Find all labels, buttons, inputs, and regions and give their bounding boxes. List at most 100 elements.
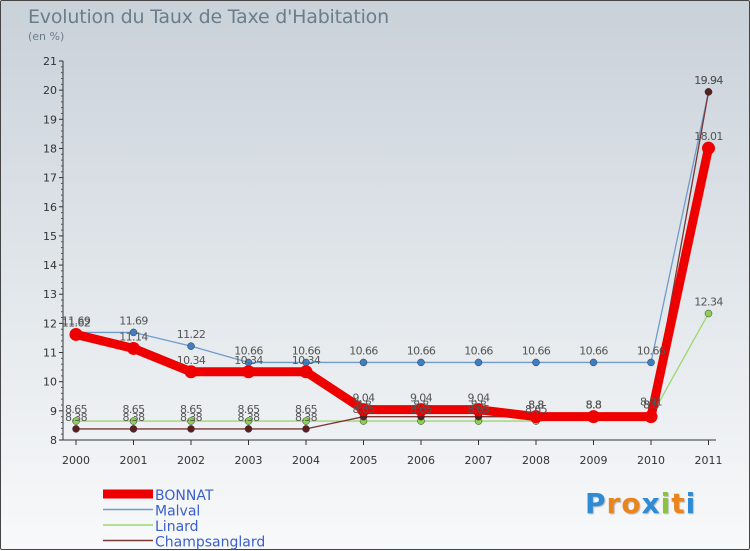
- data-point: [359, 358, 368, 367]
- logo-letter: t: [671, 487, 686, 520]
- data-label: 8.65: [410, 403, 433, 416]
- data-label: 10.34: [234, 354, 263, 367]
- data-label: 11.62: [62, 316, 91, 329]
- data-point: [414, 403, 428, 417]
- data-point: [244, 417, 253, 425]
- series-line-malval: [75, 91, 710, 364]
- y-tick-label: 9: [50, 405, 57, 418]
- data-label: 8.91: [640, 395, 662, 408]
- data-point: [244, 425, 253, 433]
- x-tick-label: 2001: [120, 454, 148, 467]
- data-point: [589, 358, 598, 367]
- data-label: 8.65: [180, 403, 203, 416]
- data-label: 8.65: [122, 403, 145, 416]
- x-tick-label: 2000: [62, 454, 90, 467]
- data-point: [129, 417, 138, 425]
- data-point: [702, 141, 715, 155]
- data-point: [187, 417, 195, 425]
- data-label: 8.8: [471, 399, 487, 412]
- data-point: [417, 358, 425, 367]
- x-tick-label: 2003: [235, 454, 263, 467]
- y-tick-label: 14: [43, 259, 57, 272]
- data-label: 8.8: [356, 399, 372, 412]
- data-point: [184, 365, 198, 379]
- logo-letter: x: [641, 487, 661, 520]
- data-label: 10.66: [464, 344, 493, 357]
- y-tick-label: 10: [43, 376, 57, 389]
- data-label: 9.04: [410, 392, 433, 405]
- x-tick-label: 2010: [637, 454, 665, 467]
- data-label: 10.66: [292, 344, 321, 357]
- data-point: [302, 425, 310, 433]
- data-label: 8.65: [237, 403, 260, 416]
- data-label: 10.66: [579, 344, 608, 357]
- chart-title: Evolution du Taux de Taxe d'Habitation: [28, 6, 389, 28]
- legend-label-malval: Malval: [155, 504, 200, 520]
- data-label: 8.8: [586, 399, 602, 412]
- data-label: 8.38: [122, 411, 145, 424]
- data-point: [72, 425, 80, 433]
- data-label: 10.66: [234, 344, 263, 357]
- data-point: [704, 88, 713, 96]
- series-line-champsanglard: [75, 91, 710, 430]
- y-tick-label: 8: [50, 434, 57, 447]
- data-point: [69, 327, 83, 341]
- legend-label-linard: Linard: [155, 519, 199, 535]
- data-label: 19.94: [694, 74, 723, 87]
- data-point: [242, 365, 255, 379]
- logo-letter: i: [660, 487, 672, 520]
- data-point: [532, 358, 540, 367]
- data-label: 8.8: [413, 399, 429, 412]
- data-label: 19.94: [694, 74, 723, 87]
- logo-letter: i: [685, 487, 697, 520]
- data-label: 10.66: [349, 344, 378, 357]
- data-label: 8.65: [65, 403, 88, 416]
- x-tick-label: 2005: [350, 454, 378, 467]
- data-label: 8.65: [295, 403, 318, 416]
- data-label: 12.34: [694, 295, 723, 308]
- data-label: 10.66: [522, 344, 551, 357]
- data-point: [299, 365, 313, 379]
- data-point: [72, 417, 80, 425]
- data-label: 11.69: [119, 314, 148, 327]
- data-label: 8.8: [528, 399, 544, 412]
- data-point: [302, 417, 310, 425]
- data-label: 8.38: [65, 411, 88, 424]
- data-label: 10.34: [292, 354, 321, 367]
- data-label: 8.38: [180, 411, 203, 424]
- data-label: 8.38: [295, 411, 318, 424]
- logo-letter: r: [606, 487, 622, 520]
- x-tick-label: 2004: [292, 454, 320, 467]
- data-label: 10.66: [637, 344, 666, 357]
- x-tick-label: 2006: [407, 454, 435, 467]
- data-label: 8.8: [586, 399, 602, 412]
- data-label: 8.65: [525, 403, 548, 416]
- data-label: 11.14: [119, 330, 148, 343]
- data-label: 10.66: [407, 344, 436, 357]
- data-label: 8.8: [586, 399, 602, 412]
- x-tick-label: 2002: [177, 454, 205, 467]
- data-label: 10.34: [177, 354, 206, 367]
- data-point: [587, 410, 600, 424]
- data-label: 11.69: [62, 314, 91, 327]
- data-label: 18.01: [694, 130, 723, 143]
- data-point: [474, 358, 483, 367]
- series-line-bonnat: [71, 143, 713, 422]
- y-tick-label: 21: [43, 55, 57, 68]
- x-tick-label: 2008: [522, 454, 550, 467]
- data-point: [129, 328, 138, 337]
- data-label: 8.38: [237, 411, 260, 424]
- data-point: [704, 309, 713, 318]
- data-label: 9.04: [352, 392, 375, 405]
- data-point: [129, 425, 138, 433]
- x-tick-label: 2011: [695, 454, 723, 467]
- data-label: 9.04: [467, 392, 490, 405]
- legend-label-champsanglard: Champsanglard: [155, 535, 265, 551]
- x-tick-label: 2007: [465, 454, 493, 467]
- y-tick-label: 13: [43, 288, 57, 301]
- data-label: 8.8: [643, 399, 659, 412]
- x-tick-label: 2009: [580, 454, 608, 467]
- logo-letter: P: [585, 487, 607, 520]
- y-tick-label: 16: [43, 201, 57, 214]
